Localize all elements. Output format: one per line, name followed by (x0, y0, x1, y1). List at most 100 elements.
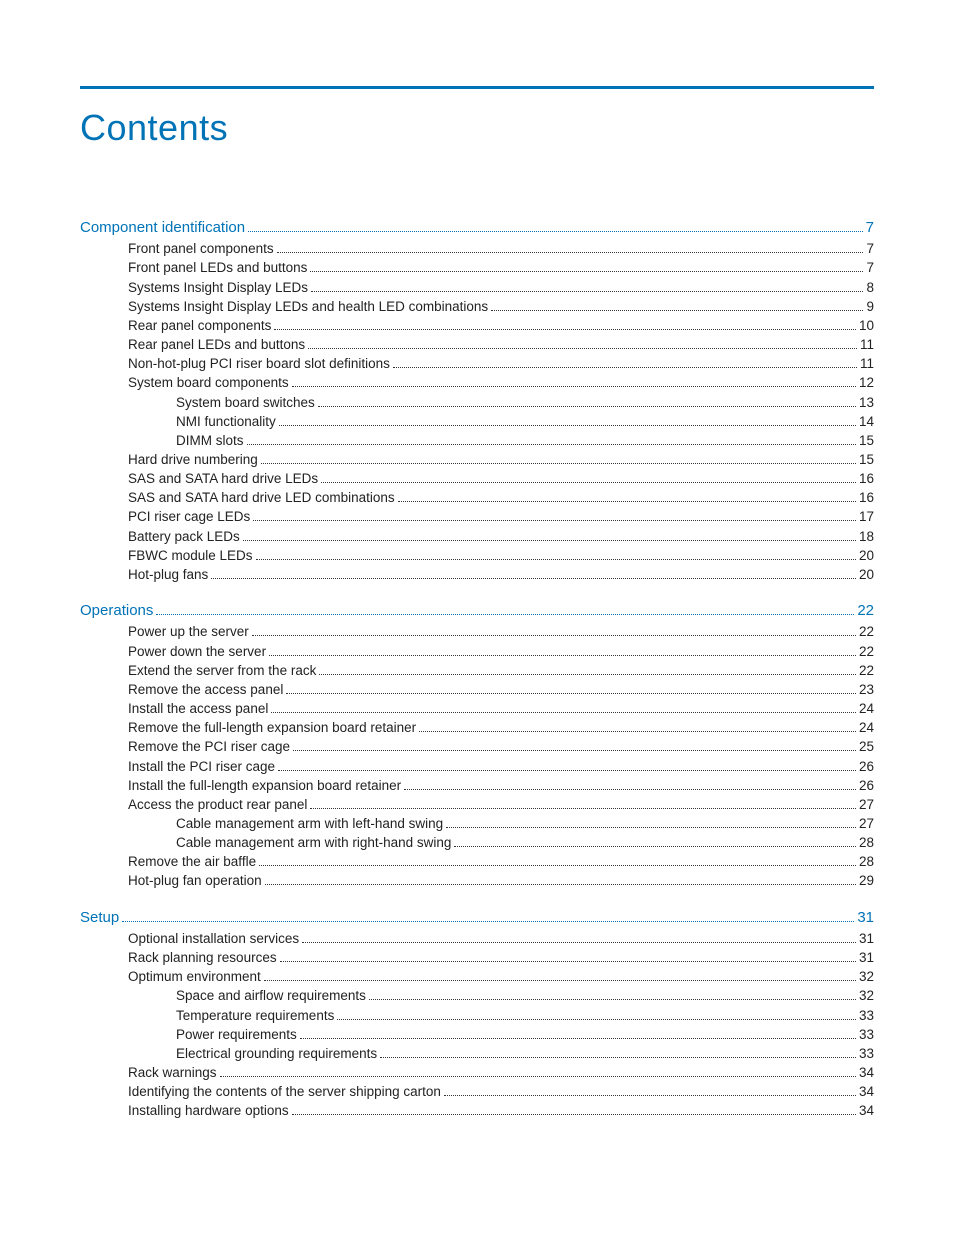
toc-entry-label: SAS and SATA hard drive LEDs (128, 469, 318, 488)
toc-entry-label: DIMM slots (176, 431, 244, 450)
toc-entry[interactable]: PCI riser cage LEDs17 (80, 507, 874, 526)
toc-entry[interactable]: Rack warnings34 (80, 1063, 874, 1082)
toc-entry-label: NMI functionality (176, 412, 276, 431)
toc-leader-dots (321, 482, 856, 483)
toc-leader-dots (252, 635, 856, 636)
toc-entry-page: 13 (859, 393, 874, 412)
toc-entry[interactable]: Install the full-length expansion board … (80, 776, 874, 795)
toc-entry-page: 25 (859, 737, 874, 756)
toc-entry-label: Battery pack LEDs (128, 527, 240, 546)
toc-leader-dots (318, 406, 856, 407)
toc-entry[interactable]: SAS and SATA hard drive LEDs16 (80, 469, 874, 488)
toc-entry[interactable]: Power up the server22 (80, 622, 874, 641)
toc-entry[interactable]: Extend the server from the rack22 (80, 661, 874, 680)
toc-entry[interactable]: FBWC module LEDs20 (80, 546, 874, 565)
toc-leader-dots (274, 329, 856, 330)
toc-entry-label: Power down the server (128, 642, 266, 661)
toc-entry[interactable]: System board switches13 (80, 393, 874, 412)
toc-entry-page: 26 (859, 757, 874, 776)
toc-entry-label: Identifying the contents of the server s… (128, 1082, 441, 1101)
toc-entry-label: Optional installation services (128, 929, 299, 948)
toc-entry[interactable]: Hard drive numbering15 (80, 450, 874, 469)
toc-entry[interactable]: Non-hot-plug PCI riser board slot defini… (80, 354, 874, 373)
toc-leader-dots (211, 578, 856, 579)
toc-entry[interactable]: Rear panel LEDs and buttons11 (80, 335, 874, 354)
toc-entry-label: Optimum environment (128, 967, 261, 986)
toc-entry[interactable]: Hot-plug fans20 (80, 565, 874, 584)
toc-entry-page: 29 (859, 871, 874, 890)
toc-entry[interactable]: Install the PCI riser cage26 (80, 757, 874, 776)
toc-leader-dots (259, 865, 856, 866)
toc-entry[interactable]: Remove the PCI riser cage25 (80, 737, 874, 756)
toc-leader-dots (310, 808, 856, 809)
toc-leader-dots (398, 501, 856, 502)
toc-entry[interactable]: Access the product rear panel27 (80, 795, 874, 814)
toc-leader-dots (286, 693, 856, 694)
toc-entry[interactable]: Hot-plug fan operation29 (80, 871, 874, 890)
toc-leader-dots (446, 827, 856, 828)
toc-leader-dots (278, 770, 856, 771)
toc-entry-page: 8 (866, 278, 874, 297)
toc-leader-dots (454, 846, 856, 847)
toc-entry-page: 12 (859, 373, 874, 392)
toc-entry-page: 7 (866, 217, 874, 238)
toc-entry-page: 33 (859, 1044, 874, 1063)
toc-entry[interactable]: Optional installation services31 (80, 929, 874, 948)
toc-entry[interactable]: Install the access panel24 (80, 699, 874, 718)
toc-entry-label: Cable management arm with right-hand swi… (176, 833, 451, 852)
toc-entry[interactable]: Cable management arm with left-hand swin… (80, 814, 874, 833)
toc-leader-dots (491, 310, 863, 311)
toc-entry-page: 15 (859, 431, 874, 450)
toc-entry-page: 31 (859, 948, 874, 967)
toc-entry-label: System board components (128, 373, 289, 392)
toc-entry[interactable]: Power requirements33 (80, 1025, 874, 1044)
toc-leader-dots (369, 999, 856, 1000)
toc-leader-dots (220, 1076, 856, 1077)
toc-entry[interactable]: Cable management arm with right-hand swi… (80, 833, 874, 852)
toc-entry-label: FBWC module LEDs (128, 546, 253, 565)
toc-entry[interactable]: Front panel LEDs and buttons7 (80, 258, 874, 277)
toc-entry[interactable]: NMI functionality 14 (80, 412, 874, 431)
toc-entry[interactable]: Systems Insight Display LEDs8 (80, 278, 874, 297)
toc-entry[interactable]: Rack planning resources31 (80, 948, 874, 967)
toc-entry[interactable]: Battery pack LEDs18 (80, 527, 874, 546)
toc-entry-page: 20 (859, 565, 874, 584)
top-rule (80, 86, 874, 89)
toc-entry-label: SAS and SATA hard drive LED combinations (128, 488, 395, 507)
toc-entry-page: 22 (857, 600, 874, 621)
toc-entry[interactable]: Power down the server22 (80, 642, 874, 661)
toc-entry-label: Remove the full-length expansion board r… (128, 718, 416, 737)
toc-entry-label: Front panel LEDs and buttons (128, 258, 307, 277)
toc-entry[interactable]: Optimum environment32 (80, 967, 874, 986)
toc-entry[interactable]: Remove the air baffle28 (80, 852, 874, 871)
toc-entry[interactable]: Rear panel components10 (80, 316, 874, 335)
toc-section-heading[interactable]: Setup31 (80, 907, 874, 928)
toc-entry[interactable]: Systems Insight Display LEDs and health … (80, 297, 874, 316)
toc-entry-label: Remove the access panel (128, 680, 283, 699)
toc-section-heading[interactable]: Component identification7 (80, 217, 874, 238)
toc-entry[interactable]: DIMM slots 15 (80, 431, 874, 450)
toc-entry[interactable]: Temperature requirements33 (80, 1006, 874, 1025)
toc-entry[interactable]: Front panel components7 (80, 239, 874, 258)
toc-leader-dots (269, 655, 856, 656)
toc-entry[interactable]: Remove the access panel23 (80, 680, 874, 699)
toc-entry-page: 22 (859, 661, 874, 680)
toc-entry-label: Non-hot-plug PCI riser board slot defini… (128, 354, 390, 373)
toc-entry[interactable]: Installing hardware options34 (80, 1101, 874, 1120)
toc-entry-page: 31 (857, 907, 874, 928)
toc-section-heading[interactable]: Operations22 (80, 600, 874, 621)
toc-entry[interactable]: SAS and SATA hard drive LED combinations… (80, 488, 874, 507)
toc-entry[interactable]: System board components 12 (80, 373, 874, 392)
toc-entry-label: Space and airflow requirements (176, 986, 366, 1005)
toc-entry[interactable]: Remove the full-length expansion board r… (80, 718, 874, 737)
toc-entry-page: 14 (859, 412, 874, 431)
toc-entry[interactable]: Electrical grounding requirements33 (80, 1044, 874, 1063)
toc-leader-dots (293, 750, 856, 751)
toc-entry[interactable]: Space and airflow requirements32 (80, 986, 874, 1005)
toc-entry-label: Access the product rear panel (128, 795, 307, 814)
toc-entry-page: 7 (866, 239, 874, 258)
toc-entry-page: 28 (859, 852, 874, 871)
toc-leader-dots (253, 520, 856, 521)
toc-entry[interactable]: Identifying the contents of the server s… (80, 1082, 874, 1101)
toc-entry-page: 15 (859, 450, 874, 469)
